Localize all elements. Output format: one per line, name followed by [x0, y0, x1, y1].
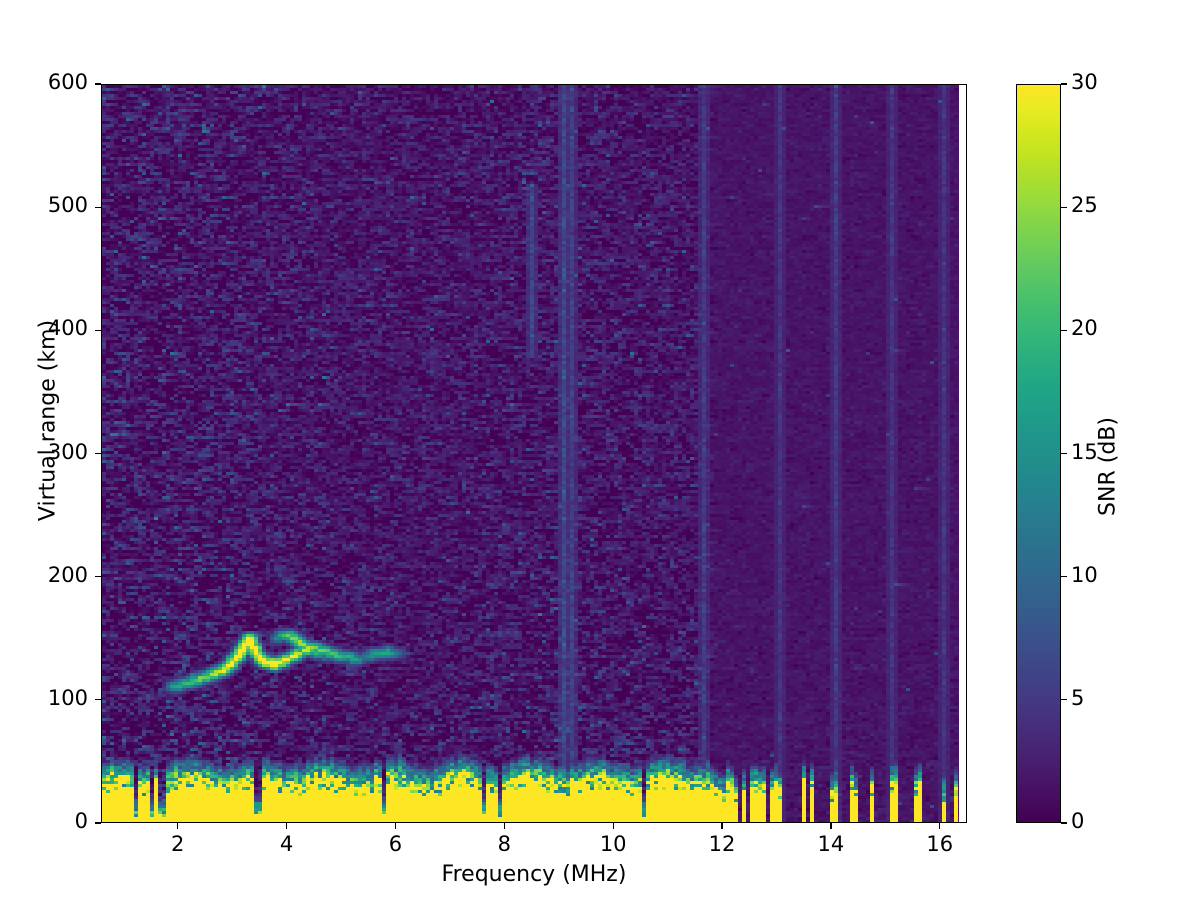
x-tick-label: 6	[388, 832, 403, 856]
y-tick-label: 100	[47, 685, 88, 710]
colorbar-gradient[interactable]	[1016, 84, 1061, 823]
x-tick-label: 10	[599, 832, 627, 856]
x-tick-mark	[612, 823, 614, 829]
y-tick-label: 600	[47, 70, 88, 94]
y-tick-label: 200	[47, 562, 88, 587]
y-tick-mark	[95, 576, 101, 578]
colorbar-tick-mark	[1061, 822, 1067, 824]
y-tick-mark	[95, 452, 101, 455]
x-tick-mark	[177, 823, 179, 829]
colorbar-tick-mark	[1061, 329, 1067, 331]
y-tick-mark	[95, 699, 101, 701]
colorbar-tick-mark	[1061, 699, 1067, 701]
x-tick-label: 12	[708, 832, 736, 856]
colorbar-tick-label: 20	[1071, 316, 1098, 341]
x-tick-mark	[503, 823, 505, 829]
y-tick-label: 300	[47, 439, 88, 464]
y-tick-label: 500	[47, 193, 88, 218]
y-axis-title: Virtual range (km)	[35, 319, 61, 522]
x-tick-label: 16	[926, 832, 954, 856]
colorbar-tick-mark	[1061, 576, 1067, 578]
colorbar-tick-label: 5	[1071, 685, 1085, 710]
x-tick-mark	[721, 823, 723, 829]
y-tick-mark	[95, 329, 101, 331]
colorbar-tick-label: 0	[1071, 809, 1085, 833]
colorbar-tick-mark	[1061, 206, 1067, 208]
x-tick-label: 14	[817, 832, 845, 856]
x-tick-label: 8	[497, 832, 512, 856]
y-tick-label: 400	[47, 316, 88, 341]
y-tick-mark	[95, 83, 101, 85]
colorbar-title: SNR (dB)	[1095, 417, 1121, 516]
colorbar-tick-label: 25	[1071, 193, 1098, 218]
x-tick-mark	[285, 823, 288, 829]
colorbar[interactable]	[1016, 84, 1061, 823]
x-tick-mark	[394, 823, 397, 829]
x-tick-mark	[830, 823, 832, 829]
x-tick-label: 4	[279, 832, 294, 856]
colorbar-tick-label: 30	[1071, 70, 1098, 94]
colorbar-tick-mark	[1061, 452, 1067, 455]
x-tick-mark	[939, 823, 941, 829]
ionogram-heatmap[interactable]	[102, 85, 966, 822]
ionogram-axes[interactable]	[101, 84, 967, 823]
y-tick-mark	[95, 822, 101, 824]
x-tick-label: 2	[171, 832, 185, 856]
y-tick-label: 0	[74, 809, 88, 833]
colorbar-tick-label: 10	[1071, 562, 1098, 587]
y-tick-mark	[95, 206, 101, 208]
x-axis-title: Frequency (MHz)	[441, 862, 627, 887]
colorbar-tick-label: 15	[1071, 439, 1098, 464]
colorbar-tick-mark	[1061, 83, 1067, 85]
